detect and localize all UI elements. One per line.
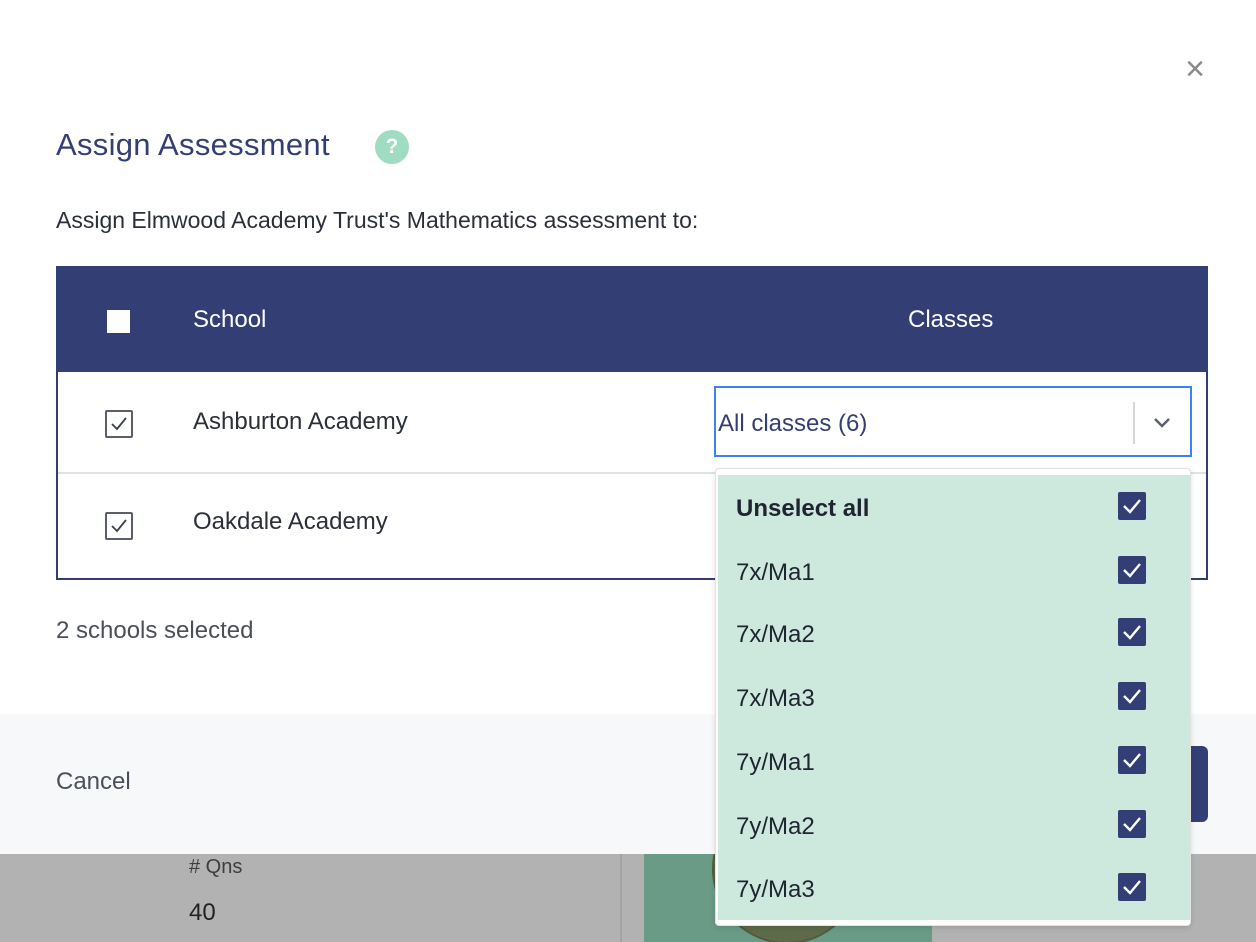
option-checkbox[interactable]: [1118, 682, 1146, 710]
check-icon: [1123, 625, 1141, 640]
school-name: Oakdale Academy: [193, 508, 388, 535]
option-checkbox[interactable]: [1118, 556, 1146, 584]
qns-label: # Qns: [189, 856, 243, 878]
close-icon[interactable]: ×: [1185, 50, 1205, 88]
classes-select-value: All classes (6): [718, 410, 868, 437]
option-label: 7x/Ma2: [736, 621, 815, 648]
school-checkbox[interactable]: [105, 512, 133, 540]
option-label: 7y/Ma1: [736, 749, 815, 776]
background-divider: [620, 854, 622, 942]
class-option[interactable]: 7y/Ma2: [718, 795, 1190, 859]
option-checkbox[interactable]: [1118, 810, 1146, 838]
cancel-button[interactable]: Cancel: [56, 768, 131, 795]
class-option[interactable]: 7y/Ma1: [718, 731, 1190, 795]
class-option[interactable]: 7x/Ma3: [718, 667, 1190, 731]
table-row: Ashburton Academy: [58, 372, 1206, 474]
modal-title: Assign Assessment: [56, 127, 330, 162]
classes-column-header: Classes: [908, 306, 994, 333]
school-checkbox[interactable]: [105, 410, 133, 438]
check-icon: [1123, 499, 1141, 514]
table-header: School Classes: [58, 268, 1206, 372]
option-unselect-all[interactable]: Unselect all: [718, 477, 1190, 541]
school-name: Ashburton Academy: [193, 408, 408, 435]
check-icon: [1123, 880, 1141, 895]
class-option[interactable]: 7x/Ma2: [718, 603, 1190, 667]
qns-value: 40: [189, 899, 216, 926]
check-icon: [111, 519, 127, 533]
option-label: 7x/Ma1: [736, 559, 815, 586]
option-label: 7x/Ma3: [736, 685, 815, 712]
classes-dropdown-menu: Unselect all 7x/Ma1 7x/Ma2 7x/Ma3 7y/Ma1: [715, 468, 1191, 926]
check-icon: [1123, 753, 1141, 768]
check-icon: [111, 417, 127, 431]
check-icon: [1123, 689, 1141, 704]
option-label: 7y/Ma3: [736, 876, 815, 903]
check-icon: [1123, 563, 1141, 578]
option-label: 7y/Ma2: [736, 813, 815, 840]
option-checkbox[interactable]: [1118, 873, 1146, 901]
class-option[interactable]: 7y/Ma3: [718, 858, 1190, 922]
selected-count: 2 schools selected: [56, 617, 254, 644]
option-checkbox[interactable]: [1118, 618, 1146, 646]
classes-options-list: Unselect all 7x/Ma1 7x/Ma2 7x/Ma3 7y/Ma1: [718, 475, 1190, 920]
modal-subtitle: Assign Elmwood Academy Trust's Mathemati…: [56, 207, 699, 233]
option-checkbox[interactable]: [1118, 746, 1146, 774]
select-all-checkbox[interactable]: [105, 308, 132, 335]
school-column-header: School: [193, 306, 267, 333]
option-label: Unselect all: [736, 495, 870, 522]
classes-select[interactable]: All classes (6): [714, 386, 1192, 457]
check-icon: [1123, 817, 1141, 832]
table-row: Oakdale Academy: [58, 474, 1206, 576]
option-checkbox[interactable]: [1118, 492, 1146, 520]
select-separator: [1133, 402, 1135, 444]
help-icon[interactable]: ?: [375, 130, 409, 164]
chevron-down-icon[interactable]: [1150, 410, 1174, 434]
class-option[interactable]: 7x/Ma1: [718, 541, 1190, 605]
